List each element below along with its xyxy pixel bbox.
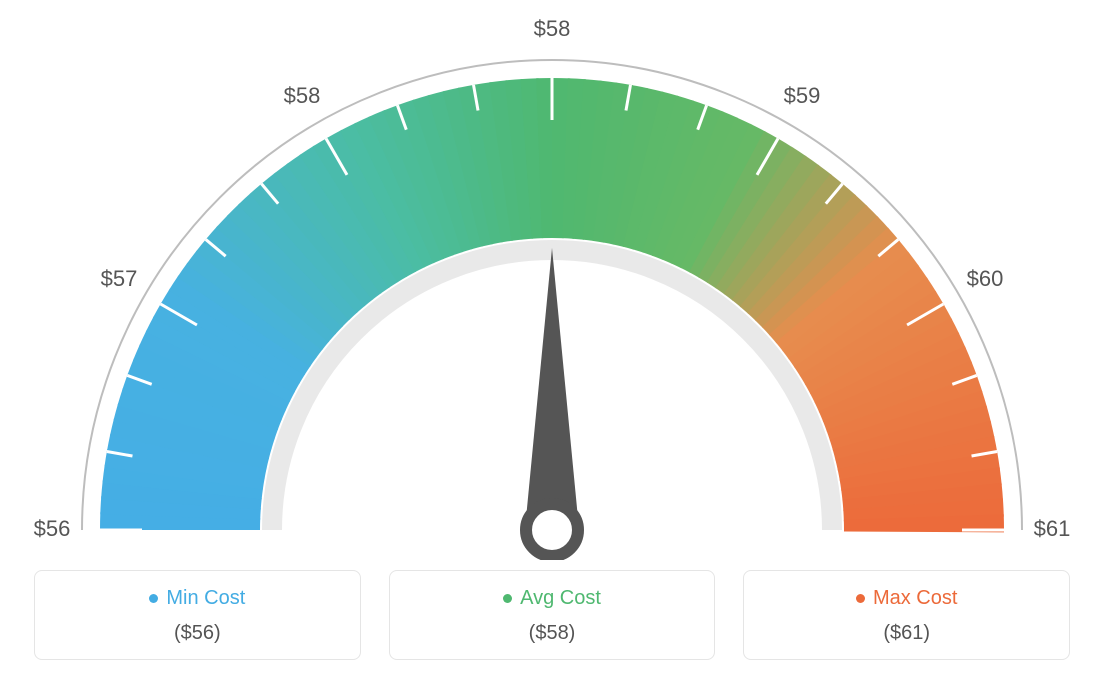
svg-text:$61: $61: [1034, 516, 1071, 541]
legend-title-max: Max Cost: [856, 587, 957, 610]
svg-text:$59: $59: [784, 83, 821, 108]
legend-dot-avg: [503, 594, 512, 603]
svg-text:$56: $56: [34, 516, 71, 541]
legend-row: Min Cost ($56) Avg Cost ($58) Max Cost (…: [0, 560, 1104, 660]
legend-card-avg: Avg Cost ($58): [389, 570, 716, 660]
legend-label-min: Min Cost: [166, 587, 245, 610]
svg-text:$58: $58: [534, 16, 571, 41]
legend-title-avg: Avg Cost: [503, 587, 601, 610]
legend-label-max: Max Cost: [873, 587, 957, 610]
legend-dot-min: [149, 594, 158, 603]
legend-card-max: Max Cost ($61): [743, 570, 1070, 660]
gauge-chart: $56 $57 $58 $58 $59 $60 $61: [0, 0, 1104, 560]
svg-text:$60: $60: [967, 266, 1004, 291]
svg-text:$57: $57: [101, 266, 138, 291]
legend-label-avg: Avg Cost: [520, 587, 601, 610]
legend-value-avg: ($58): [402, 622, 703, 645]
legend-value-max: ($61): [756, 622, 1057, 645]
legend-title-min: Min Cost: [149, 587, 245, 610]
legend-card-min: Min Cost ($56): [34, 570, 361, 660]
svg-text:$58: $58: [284, 83, 321, 108]
legend-value-min: ($56): [47, 622, 348, 645]
legend-dot-max: [856, 594, 865, 603]
gauge-svg: $56 $57 $58 $58 $59 $60 $61: [0, 0, 1104, 560]
